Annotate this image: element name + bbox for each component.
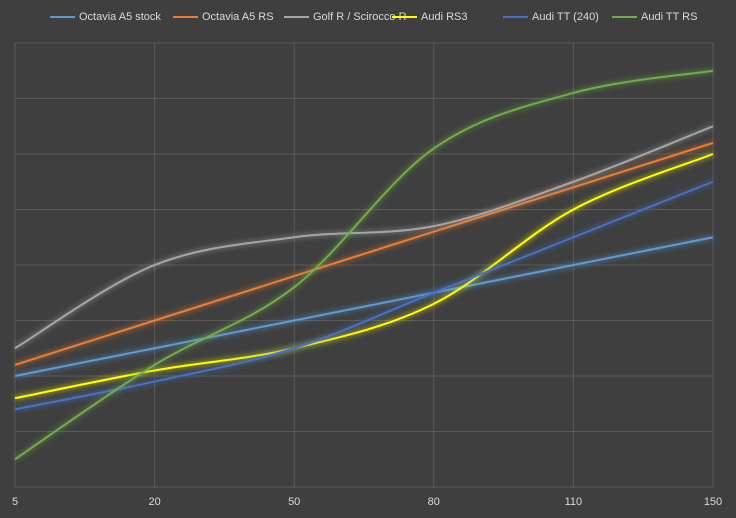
series-line [14, 236, 714, 377]
x-tick-label: 50 [288, 496, 300, 508]
legend-label: Audi TT RS [641, 11, 697, 23]
legend-label: Audi RS3 [421, 11, 467, 23]
legend-label: Octavia A5 stock [79, 11, 161, 23]
series-line [14, 153, 714, 400]
series-line [14, 125, 714, 350]
series-line [14, 141, 714, 366]
legend-label: Octavia A5 RS [202, 11, 274, 23]
legend-label: Golf R / Scirocco R [313, 11, 407, 23]
series-line [14, 180, 714, 411]
series-line [14, 69, 714, 461]
x-tick-label: 150 [704, 496, 722, 508]
x-tick-label: 5 [12, 496, 18, 508]
x-tick-label: 80 [428, 496, 440, 508]
legend-label: Audi TT (240) [532, 11, 599, 23]
x-tick-label: 20 [148, 496, 160, 508]
x-tick-label: 110 [565, 496, 583, 508]
